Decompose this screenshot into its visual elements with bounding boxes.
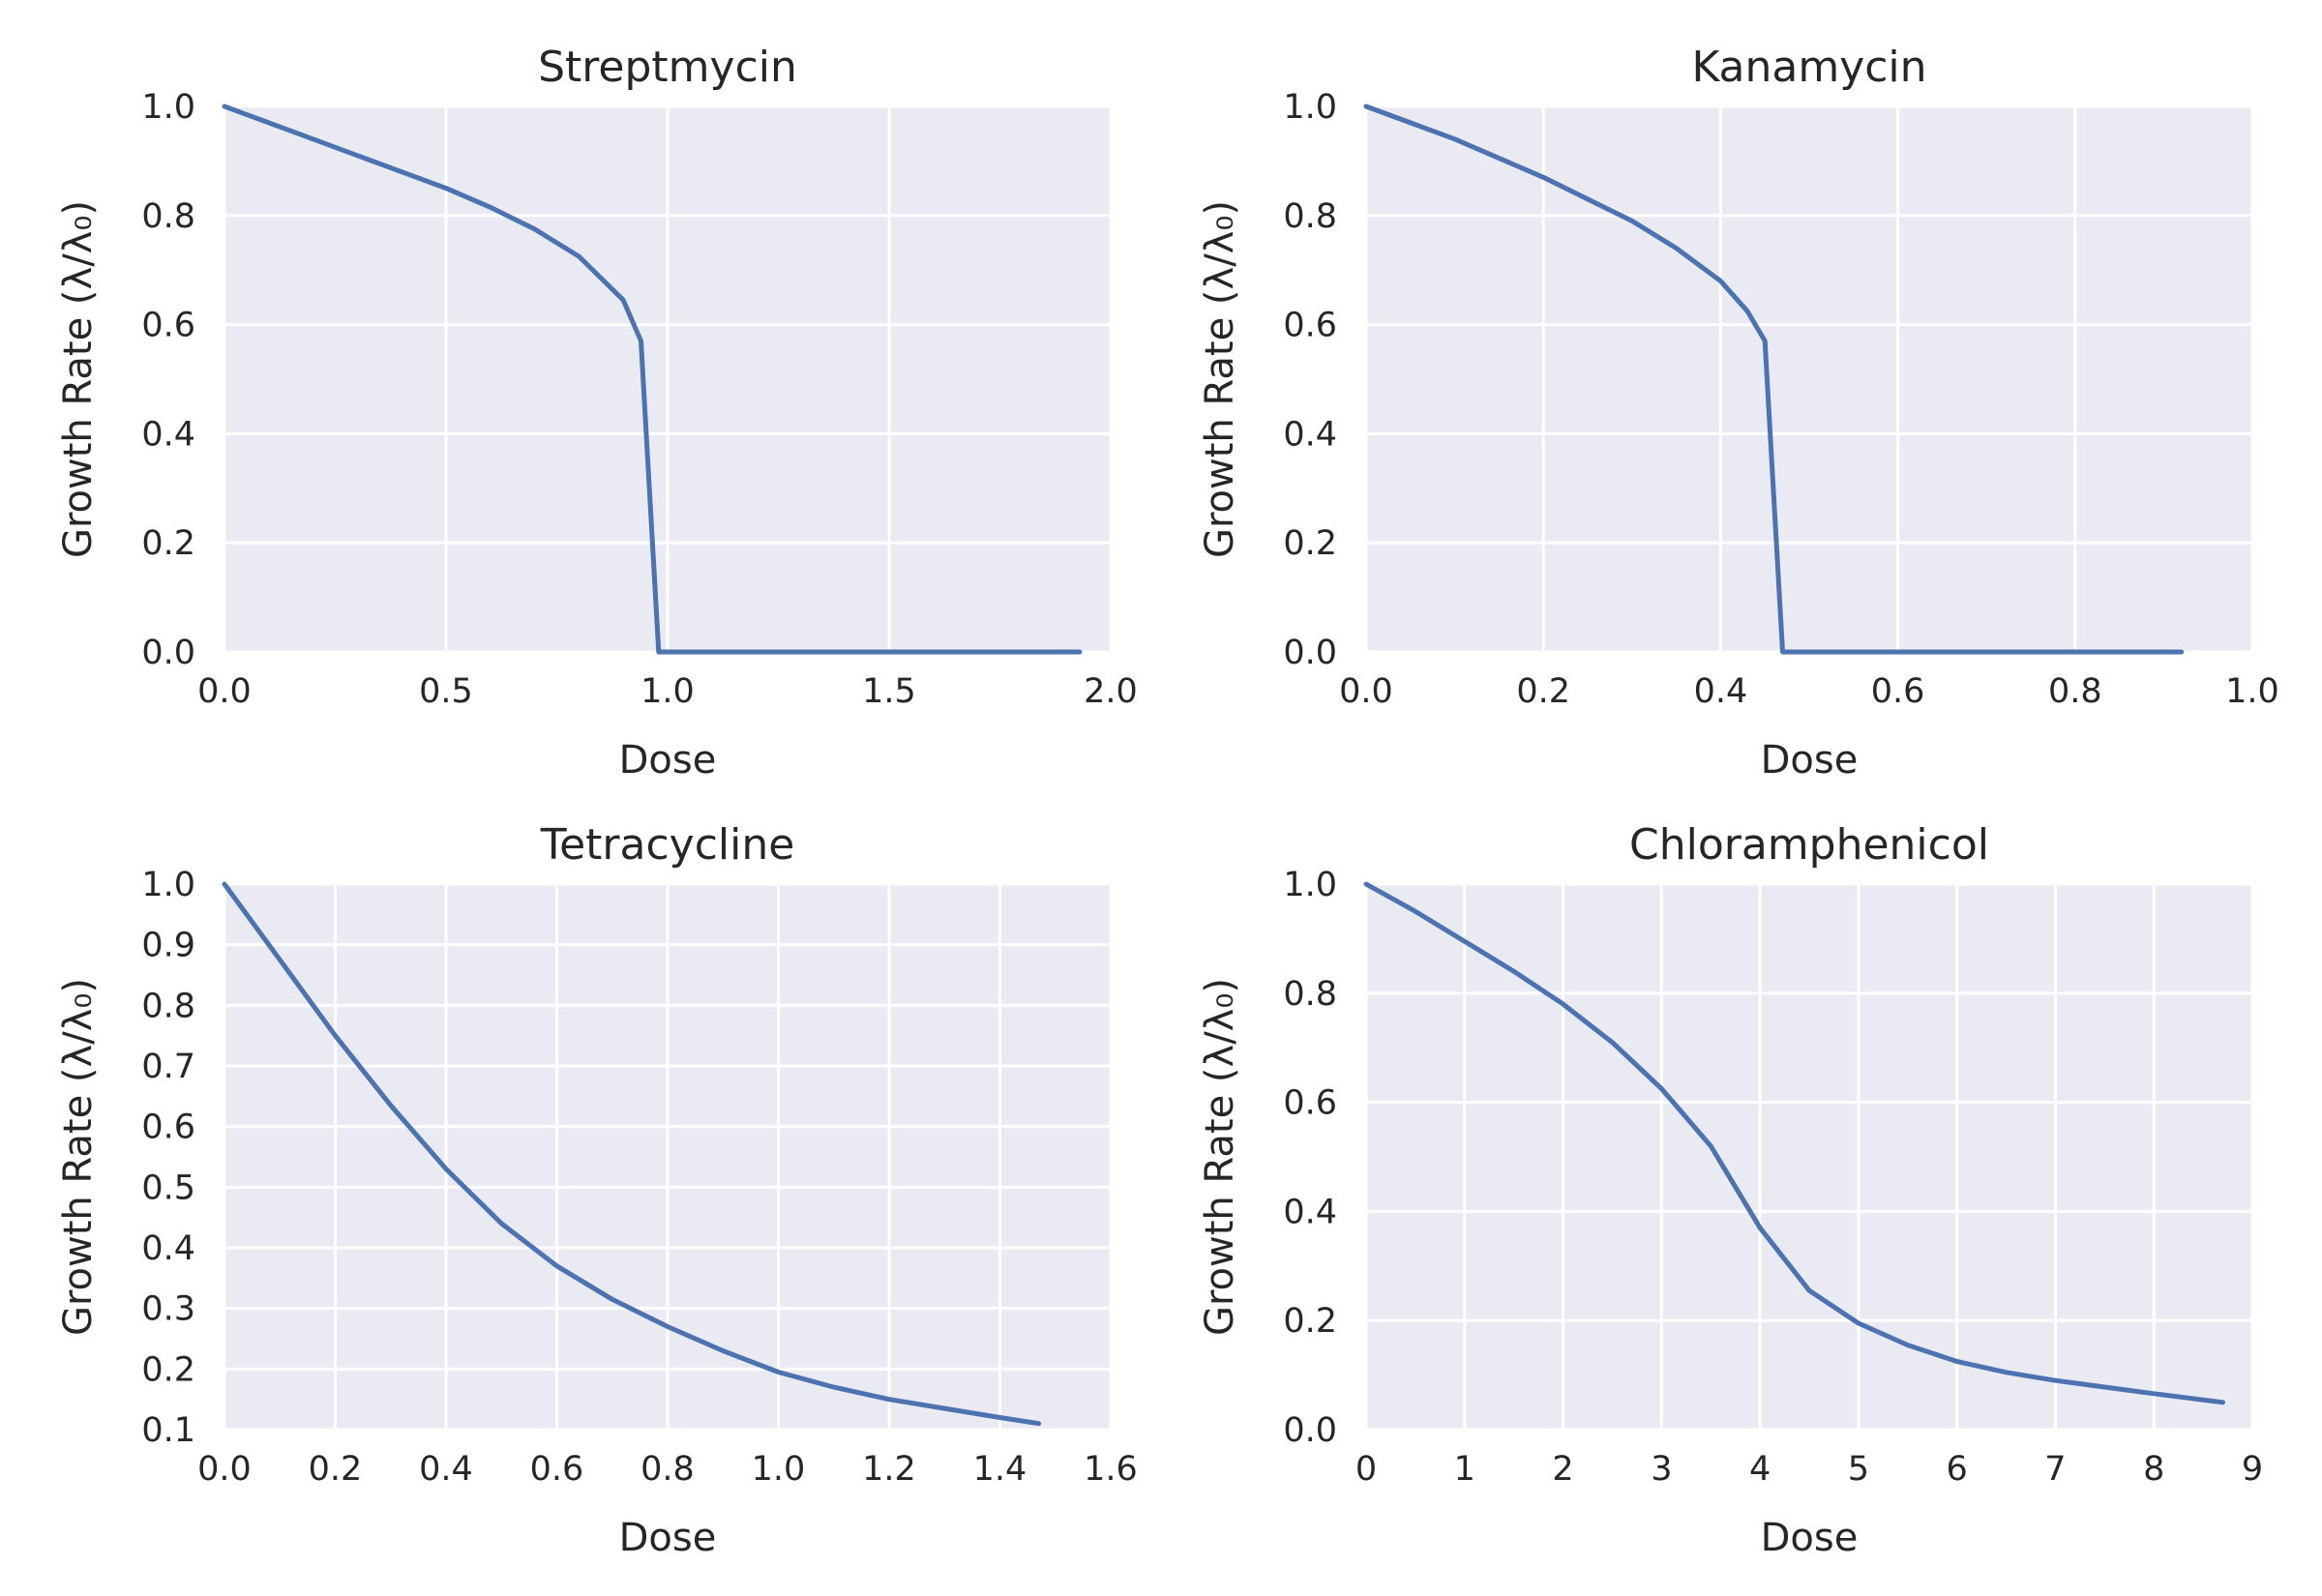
x-tick-label: 0.0 [197, 1450, 252, 1489]
y-tick-label: 1.0 [1283, 866, 1337, 904]
series-line-1 [1363, 103, 2185, 655]
series-line-1 [222, 103, 1083, 655]
y-tick-label: 1.0 [141, 88, 195, 127]
y-tick-label: 0.8 [1283, 197, 1337, 236]
y-tick-label: 1.0 [1283, 88, 1337, 127]
y-tick-label: 0.4 [1283, 415, 1337, 454]
x-tick-label: 7 [2044, 1450, 2066, 1489]
x-tick-label: 0.8 [640, 1450, 695, 1489]
y-tick-label: 0.0 [1283, 1411, 1337, 1450]
x-tick-label: 0.8 [2048, 672, 2102, 711]
x-tick-label: 9 [2242, 1450, 2263, 1489]
y-tick-label: 0.9 [141, 927, 195, 965]
x-axis-label: Dose [1761, 1516, 1859, 1560]
x-tick-label: 8 [2143, 1450, 2164, 1489]
series-line-1 [1363, 881, 2225, 1405]
y-tick-label: 0.6 [1283, 1084, 1337, 1123]
y-tick-label: 0.0 [141, 634, 195, 672]
x-tick-label: 1.2 [862, 1450, 916, 1489]
x-tick-label: 2 [1552, 1450, 1573, 1489]
plot-area [1366, 106, 2252, 652]
x-tick-label: 1.5 [862, 672, 916, 711]
x-tick-label: 0.4 [419, 1450, 473, 1489]
y-tick-label: 0.4 [1283, 1193, 1337, 1231]
chart-panel-4: 0 1 2 3 4 5 6 7 8 9 0.0 0.2 0.4 0.6 0.8 1.0 Chlorampheni… [1198, 820, 2263, 1560]
y-tick-label: 0.0 [1283, 634, 1337, 672]
y-axis-label: Growth Rate (λ/λ₀) [1198, 200, 1242, 558]
x-tick-label: 0.6 [1871, 672, 1925, 711]
y-tick-label: 0.3 [141, 1290, 195, 1329]
chart-title: Chloramphenicol [1629, 820, 1989, 870]
x-axis-label: Dose [619, 738, 717, 783]
x-tick-label: 1.6 [1084, 1450, 1138, 1489]
y-tick-label: 0.5 [141, 1168, 195, 1207]
x-tick-label: 0.6 [530, 1450, 584, 1489]
y-tick-label: 0.6 [1283, 307, 1337, 345]
x-tick-label: 0.5 [419, 672, 473, 711]
y-axis-label: Growth Rate (λ/λ₀) [56, 200, 101, 558]
chart-title: Kanamycin [1691, 43, 1926, 92]
y-tick-label: 0.2 [141, 524, 195, 563]
x-tick-label: 2.0 [1084, 672, 1138, 711]
y-tick-label: 0.6 [141, 307, 195, 345]
y-tick-label: 0.2 [1283, 524, 1337, 563]
y-tick-label: 0.4 [141, 1229, 195, 1268]
x-tick-label: 5 [1848, 1450, 1869, 1489]
series-line-1 [222, 881, 1042, 1427]
x-tick-label: 0.4 [1694, 672, 1748, 711]
y-tick-label: 0.8 [141, 987, 195, 1025]
y-tick-label: 0.4 [141, 415, 195, 454]
x-tick-label: 1.4 [973, 1450, 1027, 1489]
x-tick-label: 1.0 [2225, 672, 2279, 711]
plot-area [1366, 884, 2252, 1430]
y-tick-label: 0.1 [141, 1411, 195, 1450]
y-tick-label: 0.8 [1283, 975, 1337, 1014]
x-tick-label: 0.2 [309, 1450, 363, 1489]
x-tick-label: 0.2 [1516, 672, 1570, 711]
chart-title: Tetracycline [540, 820, 795, 870]
x-tick-label: 1 [1454, 1450, 1475, 1489]
y-tick-label: 0.7 [141, 1048, 195, 1086]
x-axis-label: Dose [619, 1516, 717, 1560]
y-axis-label: Growth Rate (λ/λ₀) [56, 978, 101, 1336]
x-tick-label: 0.0 [197, 672, 252, 711]
y-tick-label: 0.8 [141, 197, 195, 236]
y-tick-label: 0.2 [1283, 1302, 1337, 1341]
chart-panel-3: 0.0 0.2 0.4 0.6 0.8 1.0 1.2 1.4 1.6 0.1 0.2 0.3 0.4 0… [56, 820, 1138, 1560]
x-tick-label: 3 [1651, 1450, 1672, 1489]
chart-panel-1: 0.0 0.5 1.0 1.5 2.0 0.0 0.2 0.4 0.6 0.8 1.0 Streptm… [56, 43, 1138, 783]
y-tick-label: 1.0 [141, 866, 195, 904]
chart-title: Streptmycin [538, 43, 797, 92]
x-axis-label: Dose [1761, 738, 1859, 783]
x-tick-label: 4 [1749, 1450, 1771, 1489]
x-tick-label: 0.0 [1339, 672, 1393, 711]
x-tick-label: 1.0 [752, 1450, 806, 1489]
chart-panel-2: 0.0 0.2 0.4 0.6 0.8 1.0 0.0 0.2 0.4 0.6 0.8 1.0 Kana… [1198, 43, 2279, 783]
y-axis-label: Growth Rate (λ/λ₀) [1198, 978, 1242, 1336]
y-tick-label: 0.6 [141, 1108, 195, 1147]
y-tick-label: 0.2 [141, 1350, 195, 1389]
x-tick-label: 1.0 [640, 672, 695, 711]
x-tick-label: 0 [1355, 1450, 1377, 1489]
x-tick-label: 6 [1947, 1450, 1968, 1489]
